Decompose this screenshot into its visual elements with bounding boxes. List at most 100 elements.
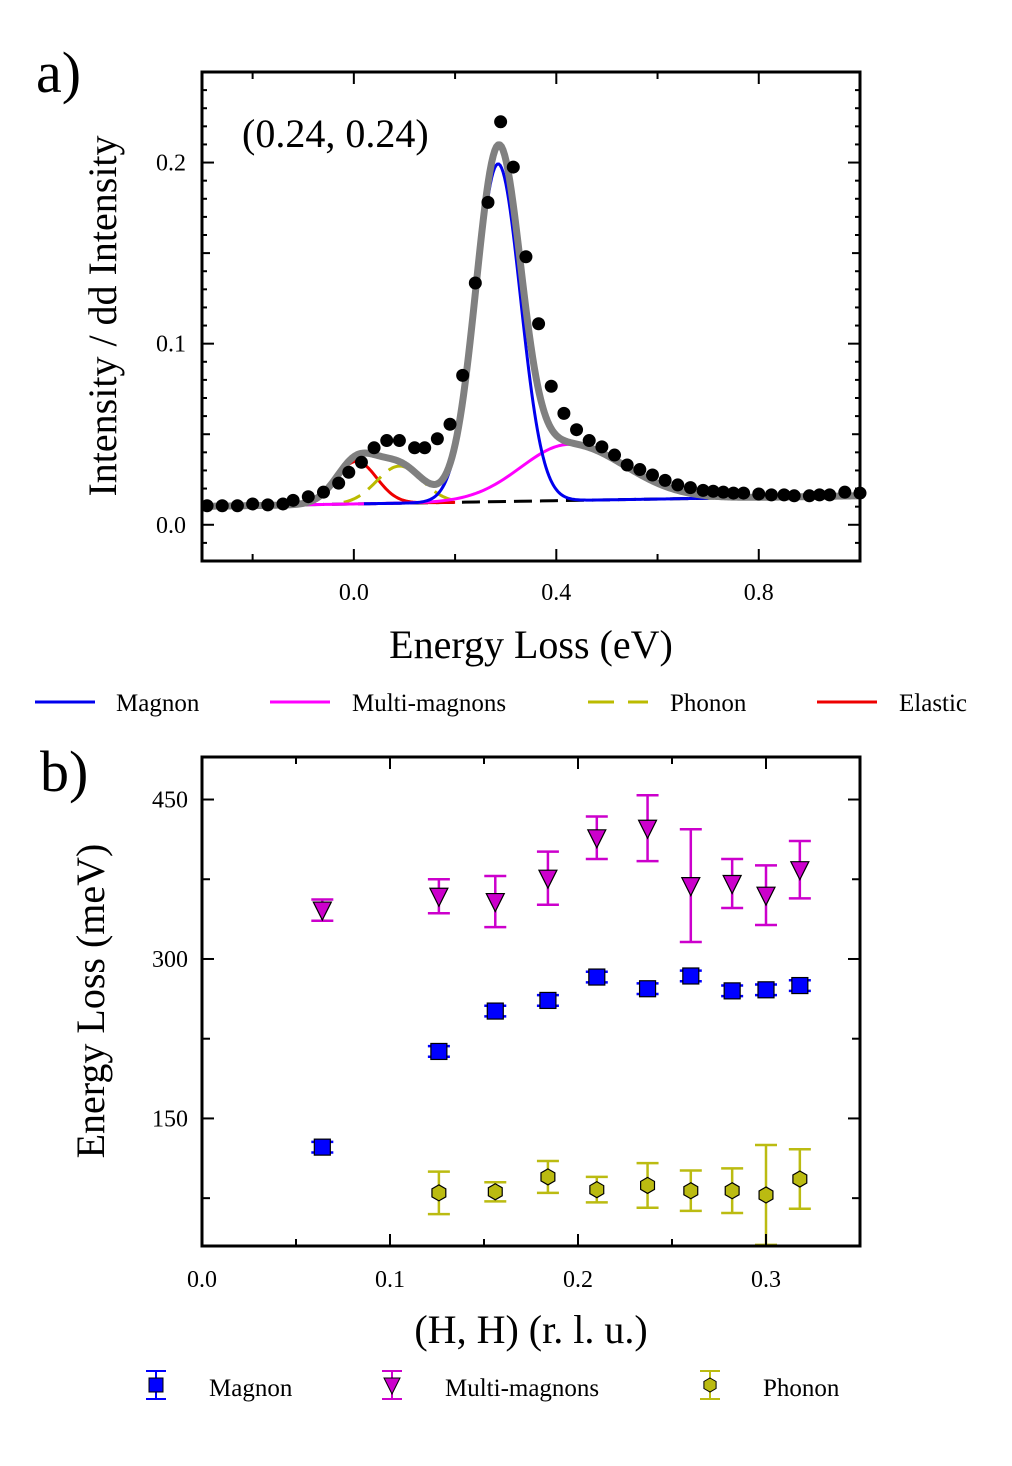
legend-magnon-marker [146, 1370, 166, 1400]
data-point [443, 417, 457, 431]
magnon-marker [757, 981, 775, 999]
data-point [645, 468, 659, 482]
panel-a-frame [200, 70, 862, 563]
data-point [737, 486, 751, 500]
y-tick-label: 0.2 [156, 151, 186, 177]
phonon-marker [540, 1168, 556, 1186]
data-point [608, 448, 622, 462]
data-point [354, 455, 368, 469]
magnon-marker [486, 1002, 504, 1020]
magnon-marker [430, 1042, 448, 1061]
data-point [671, 478, 685, 492]
magnon-marker [791, 976, 809, 995]
data-point [633, 463, 647, 477]
panel-b-frame [200, 755, 862, 1248]
data-point [506, 160, 520, 174]
data-point [823, 488, 837, 502]
panel-b-label: b) [40, 739, 88, 804]
panel-b-ylabel: Energy Loss (meV) [68, 844, 113, 1159]
legend-b-magnon-label: Magnon [209, 1375, 293, 1402]
data-point [544, 379, 558, 393]
y-tick-label: 0.1 [156, 332, 186, 358]
data-point [726, 486, 740, 500]
data-point [430, 432, 444, 446]
y-tick-label: 150 [152, 1106, 188, 1132]
panel-a-curves [200, 141, 862, 510]
legend-multi-magnons-label: Multi-magnons [352, 690, 506, 717]
panel-a-ylabel: Intensity / dd Intensity [80, 135, 125, 496]
data-point [215, 499, 229, 513]
x-tick-label: 0.2 [563, 1267, 593, 1293]
x-tick-label: 0.0 [339, 580, 369, 606]
data-point [838, 485, 852, 499]
multi-magnon-marker [312, 901, 333, 922]
phonon-marker [683, 1182, 699, 1200]
x-tick-label: 0.3 [751, 1267, 781, 1293]
data-point [408, 441, 422, 455]
data-point [716, 485, 730, 499]
x-tick-label: 0.0 [187, 1267, 217, 1293]
legend-phonon-marker [700, 1370, 720, 1400]
data-point [392, 434, 406, 448]
multi-magnon-marker [789, 861, 810, 882]
data-point [813, 488, 827, 502]
data-point [764, 488, 778, 502]
multi-magnon-marker [586, 829, 607, 850]
data-point [777, 488, 791, 502]
data-point [519, 250, 533, 264]
legend-b-phonon-label: Phonon [763, 1375, 840, 1402]
data-point [230, 499, 244, 513]
y-tick-label: 300 [152, 947, 188, 973]
phonon-marker [487, 1183, 503, 1201]
data-point [620, 458, 634, 472]
magnon-marker [682, 967, 700, 985]
data-point [787, 489, 801, 503]
data-point [380, 434, 394, 448]
data-point [332, 476, 346, 490]
data-point [316, 485, 330, 499]
panel-a-label: a) [36, 40, 81, 105]
data-point [200, 499, 214, 513]
legend-phonon-label: Phonon [670, 690, 747, 717]
phonon-marker [640, 1176, 656, 1195]
data-point [802, 489, 816, 503]
x-tick-label: 0.8 [744, 580, 774, 606]
magnon-curve [363, 162, 709, 506]
data-point [582, 434, 596, 448]
data-point [658, 473, 672, 487]
data-point [367, 441, 381, 455]
multi-magnon-marker [722, 874, 743, 895]
data-point [481, 195, 495, 209]
data-point [706, 484, 720, 498]
data-point [570, 423, 584, 437]
phonon-curve [343, 464, 456, 504]
panel-a-legend: Magnon Multi-magnons Phonon Elastic [35, 690, 967, 717]
panel-b-legend: Magnon Multi-magnons Phonon [146, 1370, 840, 1402]
multi-magnon-marker [537, 869, 558, 890]
y-tick-label: 0.0 [156, 513, 186, 539]
phonon-marker [431, 1184, 447, 1202]
x-tick-label: 0.1 [375, 1267, 405, 1293]
data-point [683, 481, 697, 495]
multi-magnon-marker [485, 892, 506, 913]
legend-magnon-label: Magnon [116, 690, 200, 717]
data-point [752, 487, 766, 501]
multi-magnon-marker [637, 819, 658, 840]
data-point [246, 497, 260, 511]
data-point [301, 490, 315, 504]
panel-a-annotation: (0.24, 0.24) [242, 111, 429, 156]
multi-magnon-marker [428, 887, 449, 908]
phonon-marker [724, 1182, 740, 1200]
data-point [468, 276, 482, 290]
panel-a-xlabel: Energy Loss (eV) [389, 622, 673, 667]
data-point [494, 115, 508, 129]
multi-magnon-marker [756, 886, 776, 907]
legend-elastic-label: Elastic [899, 690, 967, 717]
magnon-marker [539, 991, 557, 1010]
data-point [342, 465, 356, 479]
panel-b-xlabel: (H, H) (r. l. u.) [414, 1307, 647, 1352]
phonon-marker [589, 1180, 605, 1199]
total-fit-curve [200, 141, 862, 510]
data-point [595, 440, 609, 454]
